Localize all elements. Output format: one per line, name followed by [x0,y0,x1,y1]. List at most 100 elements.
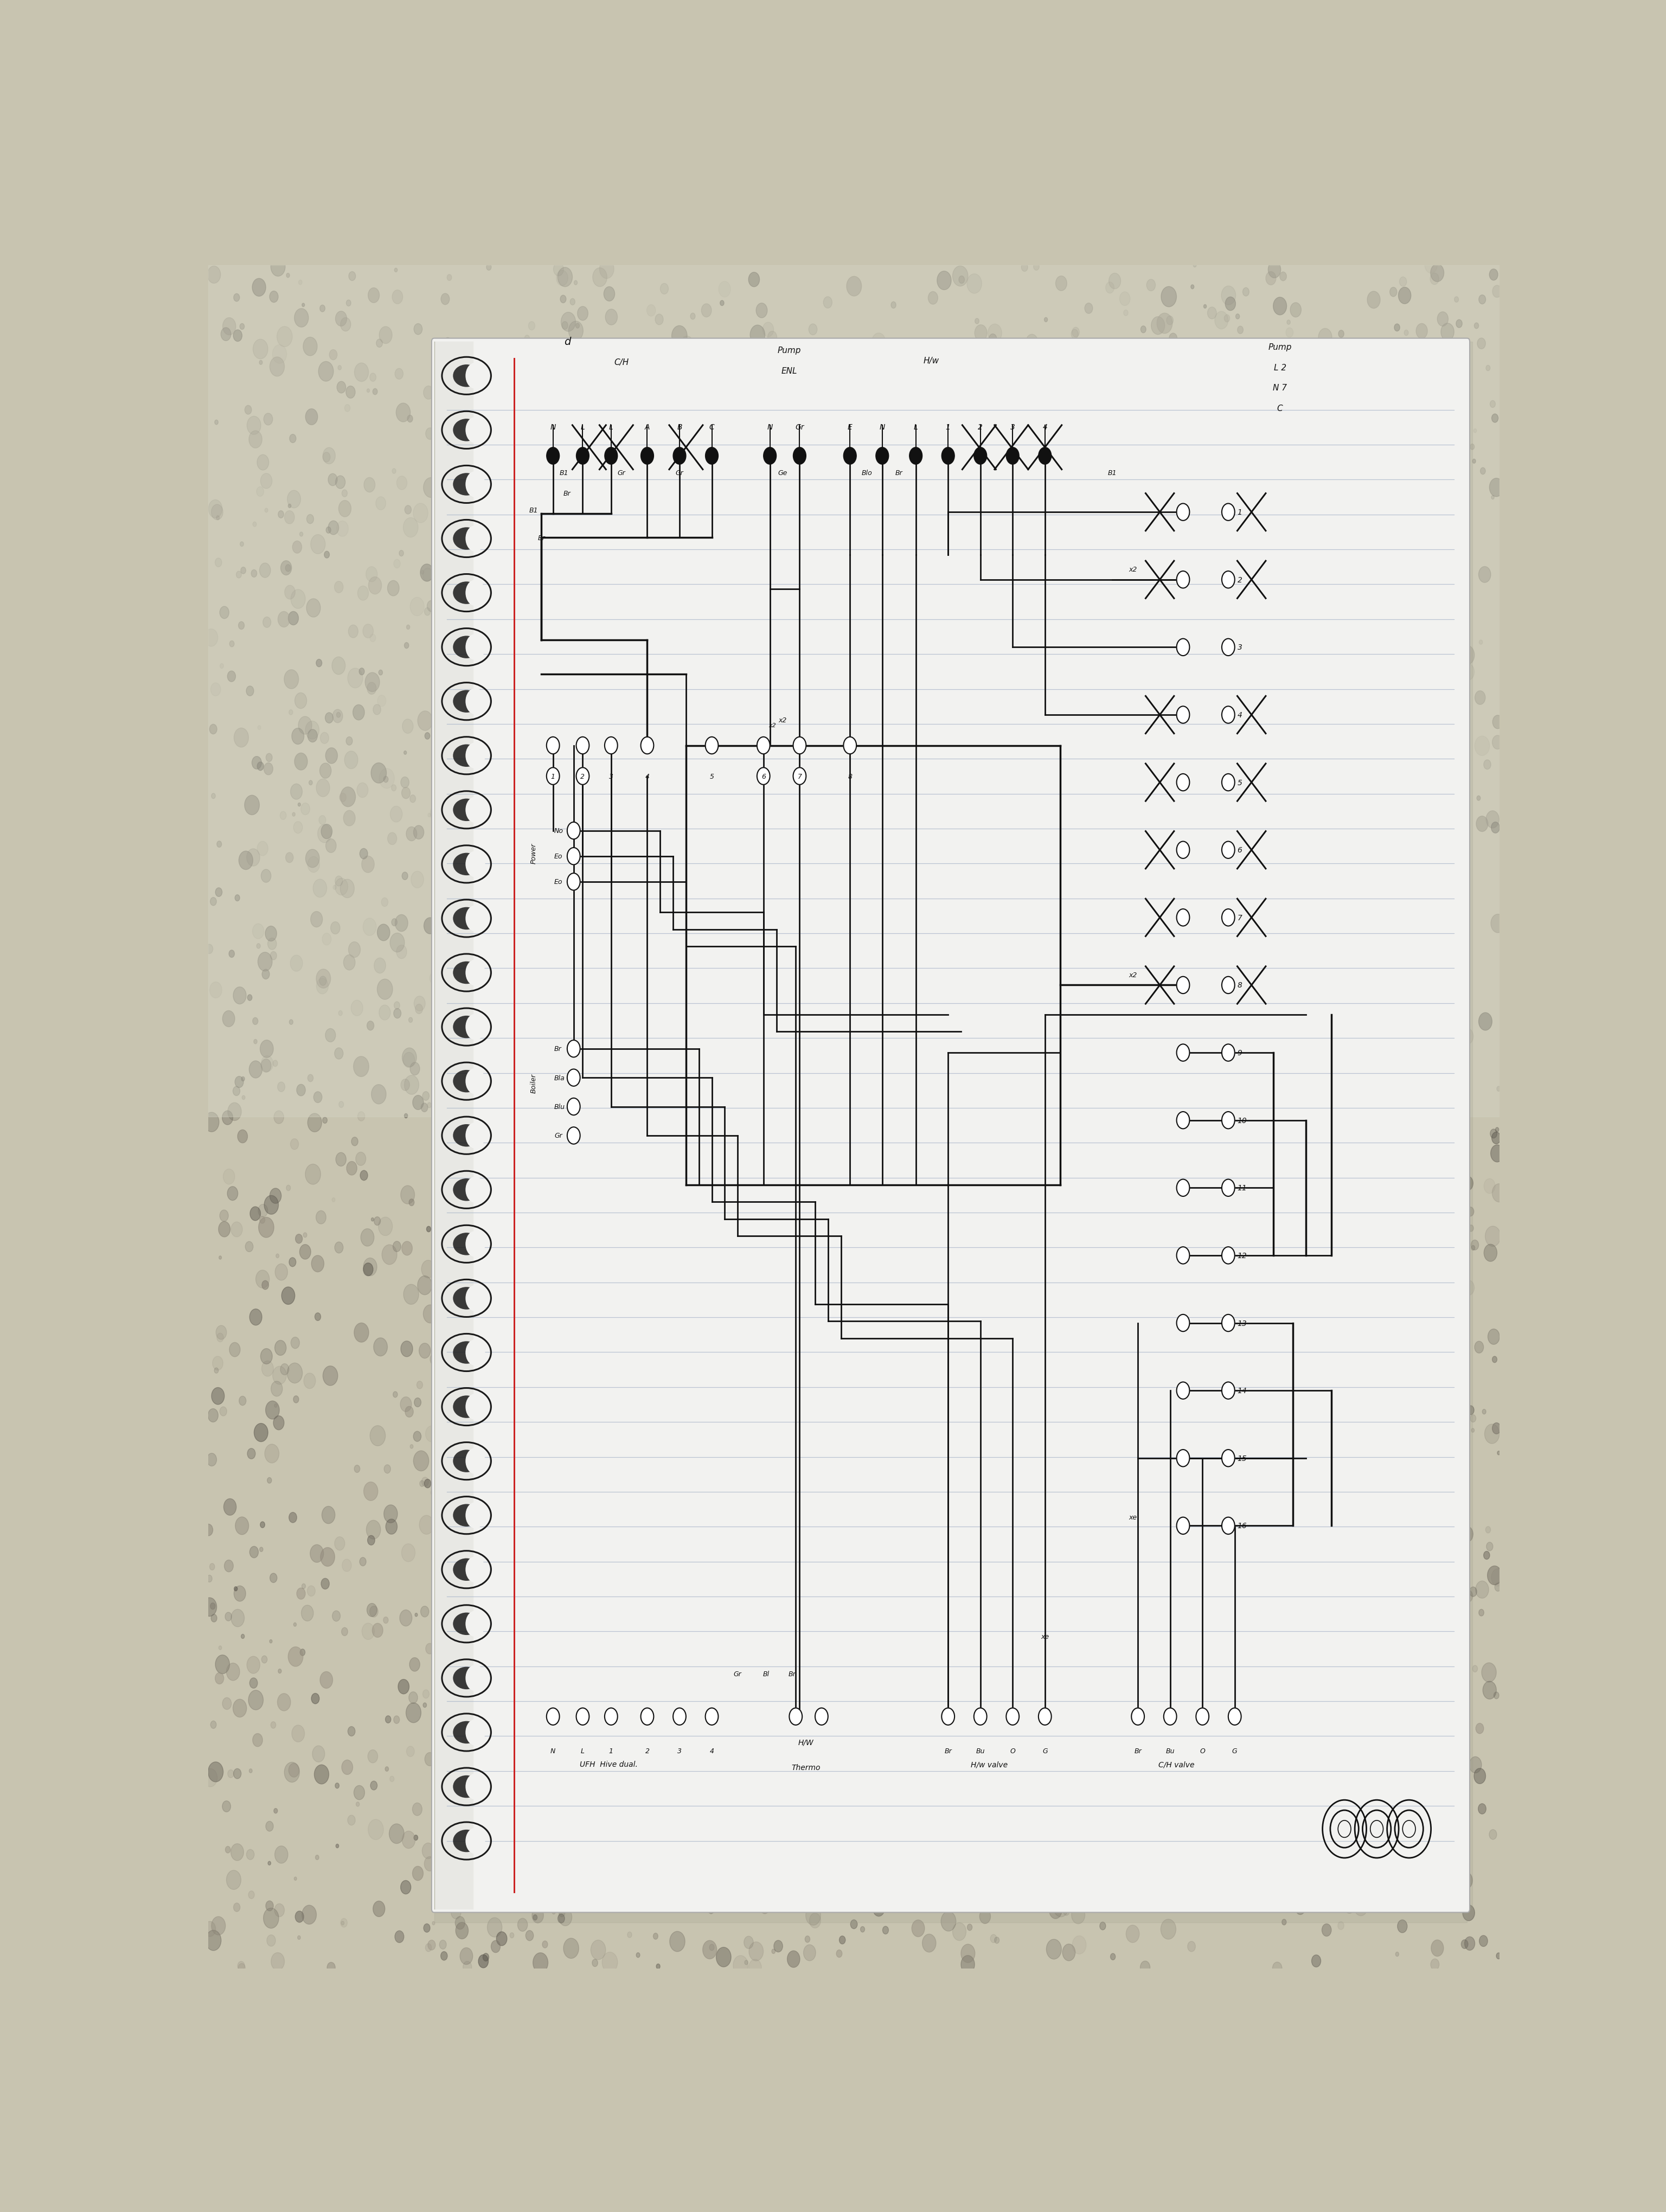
Circle shape [1261,936,1274,951]
Circle shape [1429,675,1438,686]
Text: Bu: Bu [976,1747,985,1754]
Circle shape [1205,1767,1211,1776]
Circle shape [1403,1327,1411,1336]
Circle shape [1268,261,1281,279]
Circle shape [790,836,805,854]
Circle shape [1140,1743,1151,1759]
Text: 5: 5 [710,772,715,781]
Circle shape [426,602,435,613]
Circle shape [368,1750,378,1763]
Circle shape [1441,1787,1446,1794]
Circle shape [591,1960,598,1966]
Circle shape [300,1650,305,1657]
Circle shape [317,779,330,796]
Circle shape [262,1360,273,1376]
Circle shape [691,1051,701,1064]
Circle shape [595,675,610,692]
Circle shape [1339,719,1353,734]
Circle shape [710,666,716,675]
Circle shape [1329,1137,1334,1144]
Circle shape [1138,1203,1151,1221]
Circle shape [1459,1871,1473,1889]
Circle shape [1221,639,1235,657]
Circle shape [650,1520,655,1526]
Circle shape [1403,1838,1408,1845]
Circle shape [805,533,815,544]
Circle shape [1156,1130,1163,1139]
Circle shape [486,1759,501,1778]
Circle shape [741,513,748,522]
Circle shape [228,951,235,958]
Circle shape [656,1688,663,1694]
Circle shape [433,938,446,958]
Circle shape [293,542,302,553]
Circle shape [845,843,860,860]
Circle shape [1256,1874,1268,1887]
Circle shape [558,1909,565,1918]
Circle shape [1386,1179,1391,1186]
Circle shape [1436,469,1449,487]
Circle shape [1409,540,1418,551]
Circle shape [1351,1292,1358,1301]
Circle shape [1033,1053,1040,1062]
Circle shape [1489,270,1498,281]
Circle shape [801,522,816,542]
Circle shape [841,409,855,427]
Circle shape [233,1699,247,1717]
Circle shape [1484,1551,1489,1559]
Circle shape [743,641,755,657]
Circle shape [1221,1449,1235,1467]
Circle shape [1484,1225,1501,1248]
Circle shape [407,1745,415,1756]
Circle shape [420,1343,430,1358]
Circle shape [566,1197,571,1203]
Circle shape [748,1024,751,1026]
Circle shape [500,701,505,708]
Circle shape [1434,1869,1449,1889]
Circle shape [217,841,222,847]
Circle shape [1321,1124,1334,1139]
Circle shape [1296,1902,1304,1916]
Circle shape [493,1677,501,1688]
Circle shape [1401,1124,1411,1137]
Circle shape [553,1199,568,1219]
Circle shape [883,1927,888,1933]
Circle shape [801,1467,813,1484]
Circle shape [1008,836,1015,845]
Circle shape [750,325,765,345]
Circle shape [1266,272,1276,285]
Circle shape [258,726,262,730]
Circle shape [510,1739,513,1743]
Circle shape [926,453,938,469]
Circle shape [840,1624,853,1641]
Text: Ge: Ge [778,469,788,478]
Circle shape [1085,303,1093,314]
Circle shape [1188,1942,1196,1951]
Circle shape [215,1367,218,1374]
Circle shape [1250,812,1254,818]
Circle shape [861,1655,870,1666]
Circle shape [776,1537,785,1548]
Circle shape [375,958,387,973]
Circle shape [385,1767,388,1772]
Circle shape [1493,1422,1501,1433]
Text: N: N [880,422,885,431]
Ellipse shape [465,1774,485,1801]
Circle shape [1026,1708,1035,1719]
Circle shape [1408,1763,1413,1767]
Circle shape [841,1451,851,1462]
Circle shape [303,1374,315,1389]
Circle shape [715,708,720,717]
Circle shape [1303,675,1316,692]
Circle shape [541,1666,556,1686]
Circle shape [220,1407,227,1416]
Circle shape [940,1095,945,1102]
Circle shape [438,1011,445,1022]
Circle shape [1075,1584,1083,1595]
Text: Pump: Pump [1268,343,1291,352]
Circle shape [1401,1104,1416,1124]
Circle shape [745,1960,748,1964]
Circle shape [783,1860,798,1878]
Circle shape [287,491,300,509]
Circle shape [258,953,272,971]
